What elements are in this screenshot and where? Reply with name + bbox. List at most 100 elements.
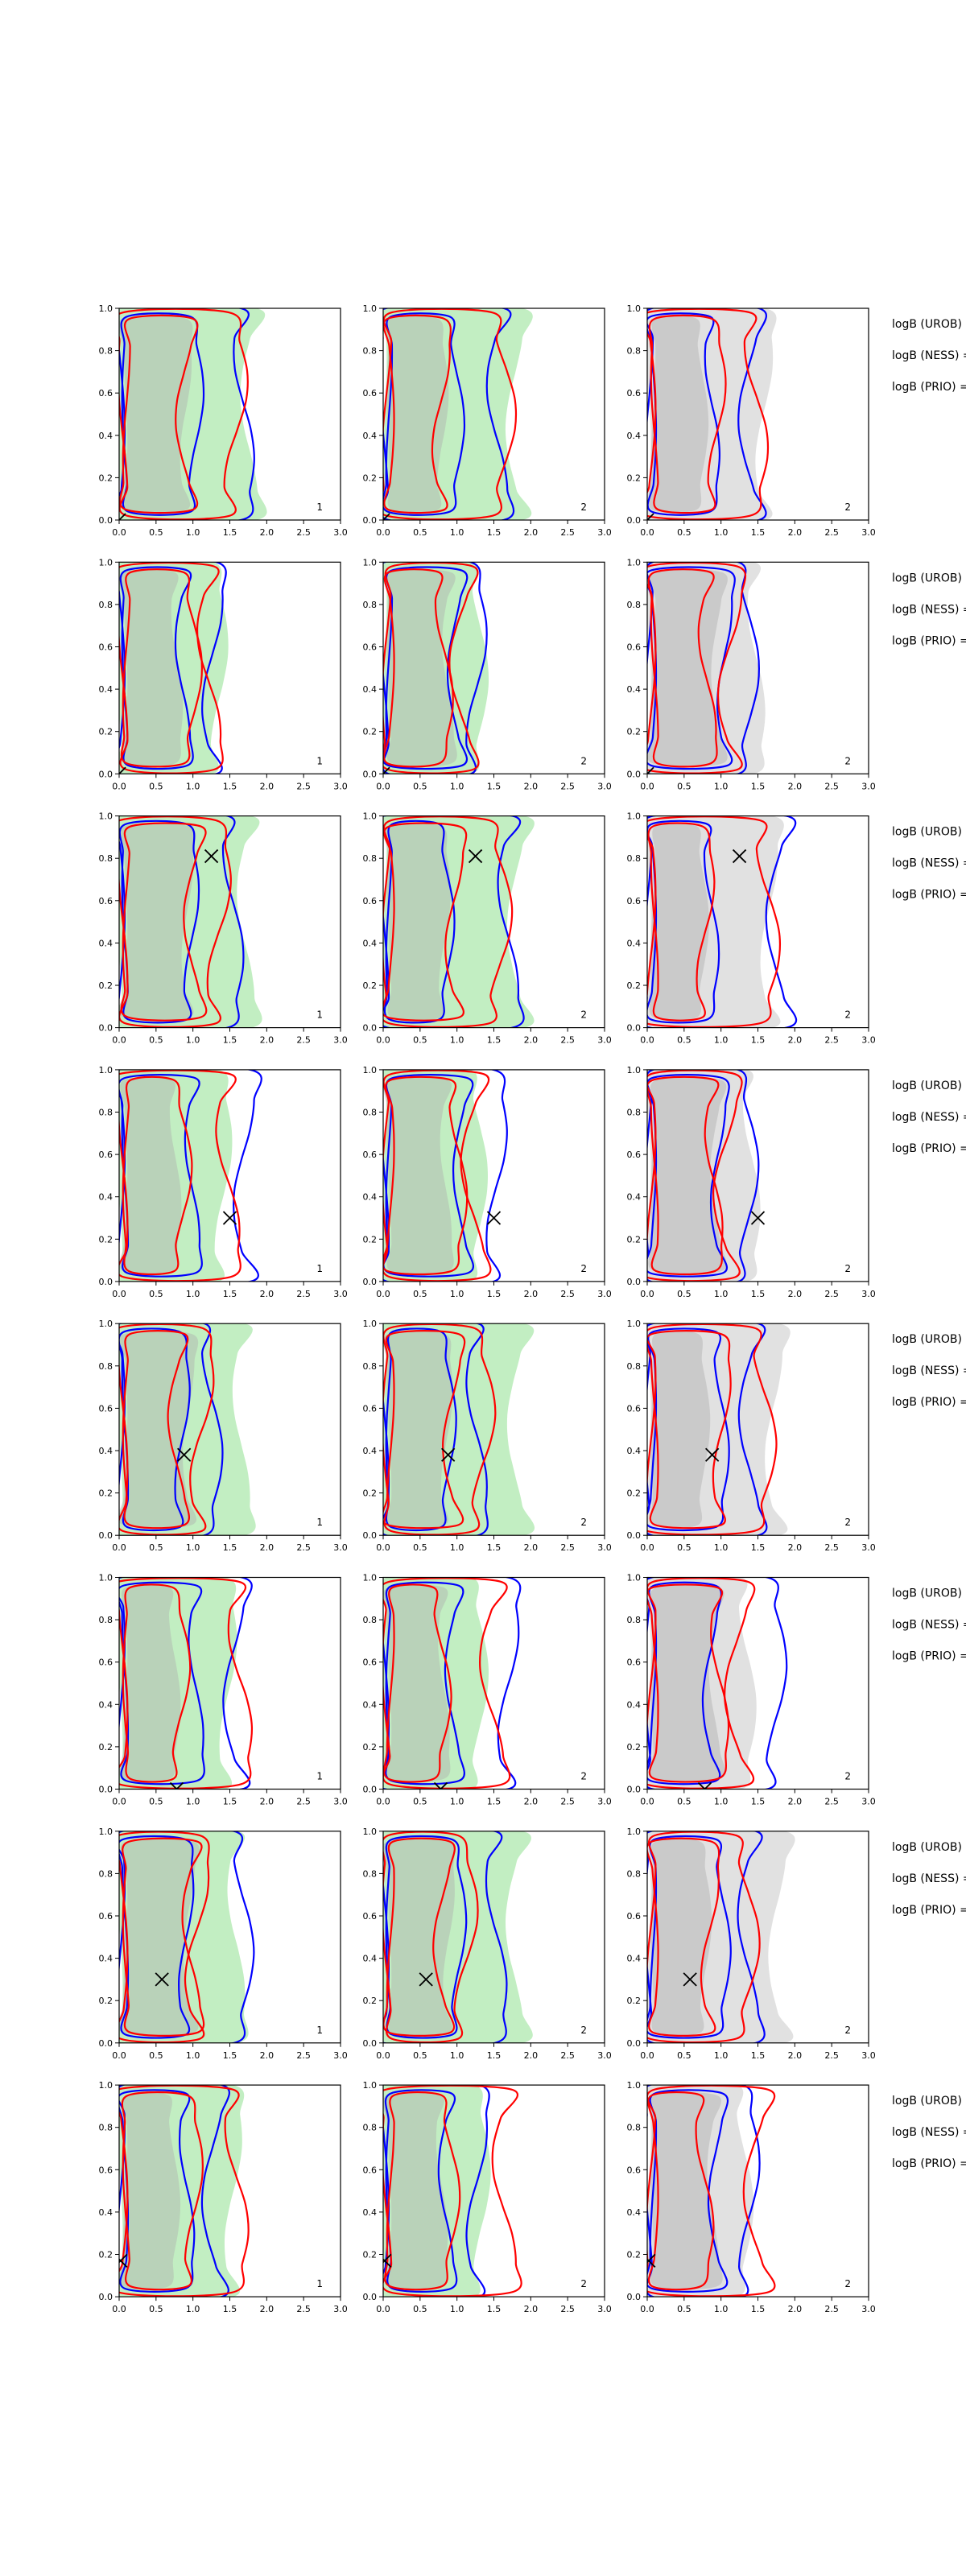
y-tick-label: 0.6 [627, 896, 642, 906]
y-tick-label: 0.2 [363, 727, 378, 737]
row-2-logb-labels: logB (UROB) = logB (NESS) = logB (PRIO) = [892, 572, 966, 647]
true-value-marker [468, 848, 483, 864]
red-contour-inner [647, 1330, 732, 1530]
x-tick-label: 2.5 [560, 2050, 575, 2061]
y-tick-label: 1.0 [363, 1573, 378, 1583]
y-tick-label: 0.8 [363, 1108, 378, 1118]
panel-corner-label: 2 [844, 1009, 851, 1021]
true-value-marker [204, 848, 219, 864]
true-value-marker [647, 766, 654, 774]
blue-contour-inner [383, 819, 456, 1024]
outer-region [119, 1323, 256, 1536]
x-tick-label: 0.0 [640, 1289, 654, 1299]
red-contour-outer [119, 308, 249, 520]
y-tick-label: 1.0 [99, 811, 114, 822]
panel-r1-c2: 0.0 0.5 1.0 1.5 2.0 2.5 3.0 0.0 0.2 0.4 0.6 0.8 1.0 2 [363, 303, 612, 538]
x-tick-label: 1.5 [487, 1289, 502, 1299]
red-contour-inner [120, 568, 203, 768]
x-tick-label: 1.0 [714, 2304, 729, 2314]
panel-corner-label: 1 [316, 2025, 323, 2036]
x-tick-label: 0.0 [376, 527, 390, 538]
outer-region [647, 562, 766, 774]
panel-r8-c3: 0.0 0.5 1.0 1.5 2.0 2.5 3.0 0.0 0.2 0.4 0.6 0.8 1.0 2 [627, 2080, 876, 2314]
x-tick-label: 0.0 [640, 2050, 654, 2061]
y-tick-label: 0.2 [627, 2250, 642, 2260]
x-tick-label: 2.0 [524, 1035, 539, 1046]
red-contour-outer [647, 1069, 743, 1282]
red-contour-inner [122, 1075, 193, 1276]
x-tick-label: 2.5 [824, 2304, 839, 2314]
outer-region [647, 1323, 791, 1536]
true-value-marker [647, 513, 654, 520]
panel-r4-c2: 0.0 0.5 1.0 1.5 2.0 2.5 3.0 0.0 0.2 0.4 0.6 0.8 1.0 2 [363, 1065, 612, 1299]
true-value-marker [647, 2253, 656, 2268]
x-tick-label: 3.0 [597, 527, 612, 538]
y-tick-label: 0.6 [363, 642, 378, 653]
x-tick-label: 1.5 [751, 781, 766, 791]
inner-region [383, 1076, 454, 1274]
x-tick-label: 1.0 [450, 781, 464, 791]
x-tick-label: 2.0 [260, 527, 275, 538]
x-tick-label: 2.0 [524, 1542, 539, 1553]
x-tick-label: 2.5 [296, 781, 311, 791]
x-tick-label: 2.5 [824, 527, 839, 538]
x-tick-label: 1.0 [450, 1797, 464, 1807]
x-tick-label: 2.0 [524, 781, 539, 791]
inner-region [119, 1076, 182, 1274]
red-contour-outer [647, 1577, 756, 1790]
x-tick-label: 0.5 [149, 2050, 163, 2061]
panel-corner-label: 1 [316, 1771, 323, 1782]
logb-label: logB (PRIO) = [892, 634, 966, 647]
panel-corner-label: 2 [580, 1009, 587, 1021]
panel-r3-c1: 0.0 0.5 1.0 1.5 2.0 2.5 3.0 0.0 0.2 0.4 0.6 0.8 1.0 1 [99, 811, 348, 1046]
x-tick-label: 2.0 [788, 1289, 803, 1299]
y-tick-label: 0.8 [627, 2123, 642, 2133]
y-tick-label: 0.2 [99, 1488, 114, 1499]
y-tick-label: 1.0 [363, 811, 378, 822]
outer-region [383, 308, 533, 520]
y-tick-label: 0.6 [363, 1911, 378, 1922]
row-3-logb-labels: logB (UROB) = logB (NESS) = logB (PRIO) = [892, 826, 966, 902]
red-contour-inner [647, 1075, 724, 1276]
blue-contour-outer [119, 1069, 262, 1282]
y-tick-label: 1.0 [99, 1573, 114, 1583]
x-tick-label: 1.5 [487, 527, 502, 538]
y-tick-label: 0.2 [99, 727, 114, 737]
y-tick-label: 1.0 [363, 557, 378, 568]
x-tick-label: 0.5 [149, 527, 163, 538]
x-tick-label: 3.0 [333, 1035, 348, 1046]
red-contour-outer [119, 1577, 254, 1790]
y-tick-label: 0.2 [99, 980, 114, 991]
x-tick-label: 1.5 [223, 2304, 237, 2314]
y-tick-label: 0.6 [627, 1150, 642, 1160]
panel-corner-label: 2 [580, 2278, 587, 2289]
logb-label: logB (PRIO) = [892, 1904, 966, 1917]
x-tick-label: 2.0 [788, 2304, 803, 2314]
x-tick-label: 3.0 [597, 1289, 612, 1299]
y-tick-label: 1.0 [99, 2080, 114, 2091]
y-tick-label: 0.6 [99, 1150, 114, 1160]
x-tick-label: 3.0 [333, 2304, 348, 2314]
y-tick-label: 0.4 [627, 1446, 642, 1456]
x-tick-label: 2.5 [824, 1035, 839, 1046]
y-tick-label: 0.8 [363, 1868, 378, 1879]
y-tick-label: 0.8 [363, 600, 378, 610]
y-tick-label: 1.0 [99, 303, 114, 314]
red-contour-outer [119, 1323, 215, 1536]
y-tick-label: 0.6 [627, 642, 642, 653]
x-tick-label: 0.5 [677, 527, 691, 538]
x-tick-label: 0.0 [376, 1035, 390, 1046]
x-tick-label: 1.0 [450, 2304, 464, 2314]
x-tick-label: 0.5 [149, 781, 163, 791]
x-tick-label: 0.5 [149, 1289, 163, 1299]
blue-contour-outer [383, 1577, 522, 1790]
x-tick-label: 2.5 [296, 1542, 311, 1553]
x-tick-label: 0.0 [112, 1035, 126, 1046]
x-tick-label: 2.5 [560, 2304, 575, 2314]
x-tick-label: 2.5 [560, 1797, 575, 1807]
panel-corner-label: 1 [316, 502, 323, 513]
inner-region [384, 823, 451, 1021]
true-value-marker [222, 1211, 237, 1225]
row-5-logb-labels: logB (UROB) = logB (NESS) = logB (PRIO) = [892, 1333, 966, 1409]
red-contour-outer [383, 2085, 522, 2297]
